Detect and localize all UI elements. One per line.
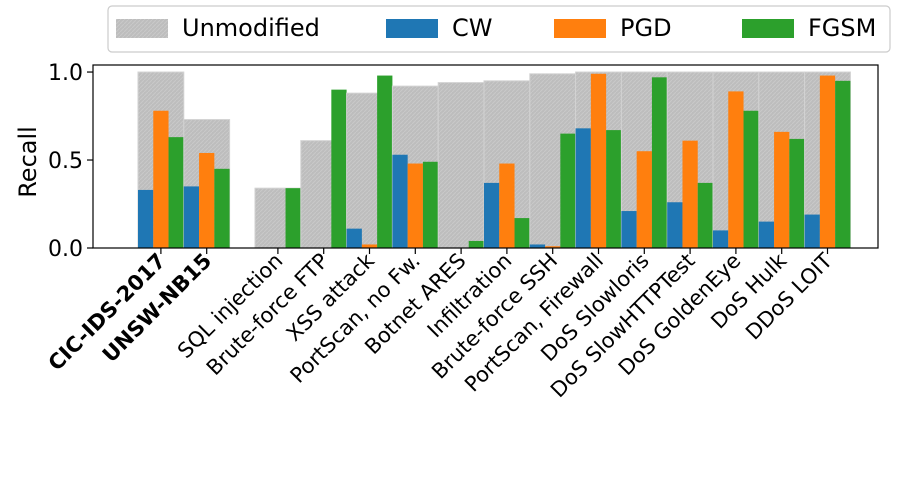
- bar-cw-xss-attack: [346, 228, 362, 248]
- bar-fgsm-xss-attack: [377, 75, 393, 248]
- bar-pgd-dos-hulk: [774, 131, 790, 248]
- y-axis-label: Recall: [14, 126, 42, 198]
- bar-fgsm-ddos-loit: [835, 80, 851, 248]
- bar-fgsm-dos-goldeneye: [743, 110, 759, 248]
- bar-pgd-xss-attack: [361, 244, 378, 248]
- y-tick-label: 0.5: [48, 149, 83, 174]
- bar-fgsm-unsw-nb15: [214, 168, 230, 248]
- legend-box: [107, 5, 891, 53]
- y-tick-label: 1.0: [48, 61, 83, 86]
- bar-pgd-dos-slowloris: [636, 151, 652, 248]
- legend-label-fgsm: FGSM: [808, 14, 876, 42]
- bar-fgsm-dos-slowhttptest: [697, 182, 713, 248]
- bar-pgd-dos-goldeneye: [728, 91, 744, 249]
- bar-fgsm-infiltration: [514, 218, 530, 248]
- legend: Unmodified CW PGD FGSM: [107, 5, 891, 53]
- bar-cw-ddos-loit: [804, 214, 820, 248]
- legend-swatch-unmodified: [116, 19, 168, 38]
- bar-pgd-cic-ids-2017: [153, 110, 169, 248]
- bar-fgsm-portscan-no-fw: [422, 161, 439, 248]
- y-tick-label: 0.0: [48, 237, 83, 262]
- bar-cw-unsw-nb15: [183, 186, 200, 248]
- bar-cw-portscan-no-fw: [392, 154, 408, 248]
- bar-fgsm-dos-slowloris: [651, 77, 668, 248]
- bar-pgd-portscan-firewall: [590, 73, 607, 248]
- bar-cw-portscan-firewall: [575, 128, 591, 248]
- bar-cw-cic-ids-2017: [138, 189, 154, 248]
- bars-group: [137, 71, 851, 249]
- plot-frame: [92, 64, 879, 249]
- bar-cw-dos-slowloris: [621, 211, 637, 248]
- bar-fgsm-sql-injection: [285, 188, 301, 248]
- bar-fgsm-dos-hulk: [789, 138, 805, 248]
- legend-label-pgd: PGD: [620, 14, 672, 42]
- bar-cw-dos-goldeneye: [713, 230, 729, 248]
- legend-label-cw: CW: [452, 14, 493, 42]
- bar-unmodified-botnet-ares: [437, 82, 485, 249]
- bar-fgsm-cic-ids-2017: [168, 137, 184, 248]
- bar-pgd-portscan-no-fw: [407, 163, 423, 248]
- bar-fgsm-brute-force-ssh: [560, 133, 576, 248]
- bar-pgd-unsw-nb15: [199, 152, 215, 248]
- bar-pgd-dos-slowhttptest: [682, 140, 698, 248]
- legend-label-unmodified: Unmodified: [182, 14, 320, 42]
- bar-cw-dos-hulk: [758, 221, 775, 248]
- bar-fgsm-brute-force-ftp: [331, 89, 347, 248]
- bar-pgd-infiltration: [499, 163, 515, 248]
- legend-swatch-fgsm: [742, 19, 794, 38]
- bar-cw-dos-slowhttptest: [667, 202, 683, 248]
- bar-pgd-ddos-loit: [819, 75, 836, 248]
- bar-fgsm-portscan-firewall: [606, 130, 622, 248]
- bar-cw-infiltration: [484, 182, 500, 248]
- bar-pgd-brute-force-ssh: [545, 246, 561, 248]
- legend-swatch-pgd: [554, 19, 606, 38]
- bar-fgsm-botnet-ares: [468, 240, 484, 248]
- legend-swatch-cw: [386, 19, 438, 38]
- bar-cw-brute-force-ssh: [529, 244, 546, 248]
